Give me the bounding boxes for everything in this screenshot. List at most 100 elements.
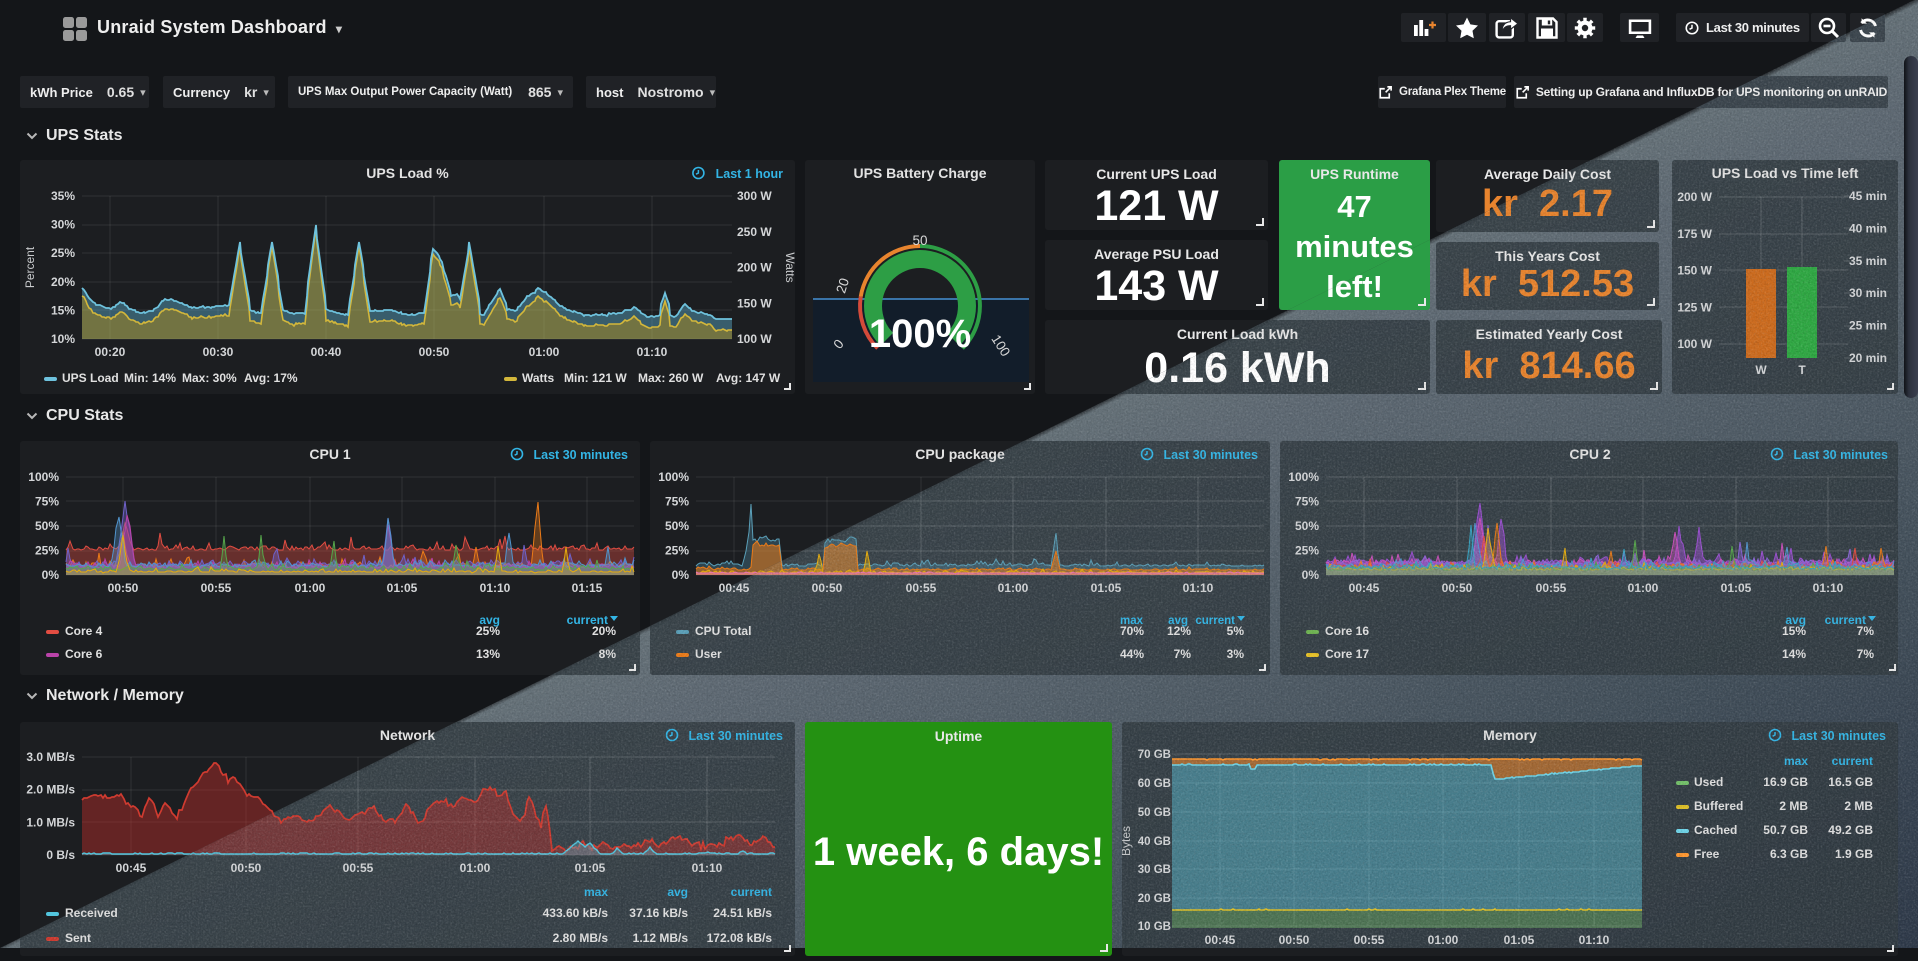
svg-text:20%: 20%: [51, 275, 75, 289]
svg-text:UPS Load: UPS Load: [62, 371, 119, 385]
svg-text:00:55: 00:55: [201, 581, 232, 595]
svg-text:Sent: Sent: [65, 931, 91, 945]
svg-text:35 min: 35 min: [1849, 254, 1887, 268]
svg-text:30 GB: 30 GB: [1138, 864, 1171, 876]
svg-text:00:40: 00:40: [311, 345, 342, 359]
svg-text:00:50: 00:50: [231, 861, 262, 875]
svg-text:00:55: 00:55: [1354, 933, 1385, 947]
svg-text:10 GB: 10 GB: [1138, 921, 1171, 933]
svg-text:00:50: 00:50: [419, 345, 450, 359]
svg-text:00:45: 00:45: [1349, 581, 1380, 595]
svg-text:Min: 14%: Min: 14%: [124, 371, 176, 385]
svg-text:49.2 GB: 49.2 GB: [1828, 823, 1873, 837]
svg-text:35%: 35%: [51, 189, 75, 203]
svg-text:current: current: [731, 885, 772, 899]
svg-text:Last 30 minutes: Last 30 minutes: [689, 729, 784, 743]
svg-text:60 GB: 60 GB: [1138, 778, 1171, 790]
svg-text:75%: 75%: [665, 495, 689, 509]
svg-text:20: 20: [833, 276, 852, 295]
svg-text:20 min: 20 min: [1849, 351, 1887, 365]
svg-text:10%: 10%: [51, 332, 75, 346]
svg-text:01:05: 01:05: [1721, 581, 1752, 595]
svg-text:00:55: 00:55: [1536, 581, 1567, 595]
svg-text:00:50: 00:50: [812, 581, 843, 595]
svg-text:50: 50: [912, 233, 927, 248]
svg-text:20 GB: 20 GB: [1138, 893, 1171, 905]
svg-text:100 W: 100 W: [1677, 337, 1712, 351]
svg-text:Max: 30%: Max: 30%: [182, 371, 237, 385]
svg-text:01:05: 01:05: [1091, 581, 1122, 595]
svg-text:UPS Load %: UPS Load %: [366, 165, 449, 181]
svg-text:172.08 kB/s: 172.08 kB/s: [707, 931, 773, 945]
svg-text:100 W: 100 W: [737, 332, 772, 346]
svg-text:25%: 25%: [51, 246, 75, 260]
svg-text:Memory: Memory: [1483, 727, 1537, 743]
svg-text:00:30: 00:30: [203, 345, 234, 359]
svg-text:250 W: 250 W: [737, 225, 772, 239]
svg-text:0%: 0%: [1302, 568, 1320, 582]
svg-text:16.5 GB: 16.5 GB: [1828, 775, 1873, 789]
svg-text:5%: 5%: [1227, 624, 1245, 638]
svg-text:433.60 kB/s: 433.60 kB/s: [543, 906, 609, 920]
svg-text:50%: 50%: [665, 519, 689, 533]
svg-text:Last 30 minutes: Last 30 minutes: [1792, 729, 1887, 743]
svg-text:75%: 75%: [35, 495, 59, 509]
svg-text:01:05: 01:05: [387, 581, 418, 595]
svg-text:7%: 7%: [1174, 647, 1192, 661]
svg-text:2.0 MB/s: 2.0 MB/s: [26, 783, 75, 797]
svg-text:Watts: Watts: [783, 252, 795, 282]
svg-text:Used: Used: [1694, 775, 1723, 789]
svg-text:00:20: 00:20: [95, 345, 126, 359]
svg-text:Bytes: Bytes: [1122, 826, 1133, 856]
svg-text:Cached: Cached: [1694, 823, 1737, 837]
svg-text:70 GB: 70 GB: [1138, 749, 1171, 761]
svg-text:max: max: [584, 885, 608, 899]
svg-text:01:00: 01:00: [1428, 933, 1459, 947]
svg-text:6.3 GB: 6.3 GB: [1770, 847, 1808, 861]
svg-text:100%: 100%: [869, 312, 971, 356]
svg-text:current: current: [1832, 754, 1873, 768]
svg-text:25%: 25%: [665, 544, 689, 558]
svg-text:2 MB: 2 MB: [1844, 799, 1873, 813]
svg-text:1.0 MB/s: 1.0 MB/s: [26, 815, 75, 829]
svg-text:Max: 260 W: Max: 260 W: [638, 371, 704, 385]
svg-text:Last 30 minutes: Last 30 minutes: [1164, 448, 1259, 462]
svg-text:30 min: 30 min: [1849, 286, 1887, 300]
svg-text:Last 30 minutes: Last 30 minutes: [534, 448, 629, 462]
svg-text:200 W: 200 W: [1677, 190, 1712, 204]
svg-text:00:45: 00:45: [1205, 933, 1236, 947]
svg-text:13%: 13%: [476, 647, 500, 661]
svg-text:User: User: [695, 647, 722, 661]
svg-text:12%: 12%: [1167, 624, 1191, 638]
svg-text:1.12 MB/s: 1.12 MB/s: [633, 931, 689, 945]
svg-text:175 W: 175 W: [1677, 227, 1712, 241]
svg-text:00:45: 00:45: [116, 861, 147, 875]
svg-text:01:10: 01:10: [1183, 581, 1214, 595]
svg-text:CPU 1: CPU 1: [309, 446, 350, 462]
svg-text:01:15: 01:15: [572, 581, 603, 595]
svg-text:15%: 15%: [1782, 624, 1806, 638]
svg-text:50%: 50%: [35, 519, 59, 533]
svg-text:01:00: 01:00: [998, 581, 1029, 595]
svg-text:Watts: Watts: [522, 371, 555, 385]
svg-text:00:55: 00:55: [906, 581, 937, 595]
svg-text:7%: 7%: [1857, 624, 1875, 638]
svg-text:300 W: 300 W: [737, 189, 772, 203]
svg-text:3%: 3%: [1227, 647, 1245, 661]
svg-text:50.7 GB: 50.7 GB: [1763, 823, 1808, 837]
svg-text:45 min: 45 min: [1849, 189, 1887, 203]
svg-text:Core 4: Core 4: [65, 624, 103, 638]
svg-text:00:50: 00:50: [1442, 581, 1473, 595]
svg-text:200 W: 200 W: [737, 261, 772, 275]
svg-text:3.0 MB/s: 3.0 MB/s: [26, 750, 75, 764]
svg-text:01:10: 01:10: [637, 345, 668, 359]
svg-text:50%: 50%: [1295, 519, 1319, 533]
svg-text:1.9 GB: 1.9 GB: [1835, 847, 1873, 861]
svg-text:25 min: 25 min: [1849, 319, 1887, 333]
svg-text:01:00: 01:00: [529, 345, 560, 359]
svg-text:UPS Load vs Time left: UPS Load vs Time left: [1712, 165, 1859, 181]
svg-text:CPU 2: CPU 2: [1569, 446, 1610, 462]
svg-text:01:10: 01:10: [692, 861, 723, 875]
svg-text:01:10: 01:10: [480, 581, 511, 595]
svg-text:avg: avg: [667, 885, 688, 899]
